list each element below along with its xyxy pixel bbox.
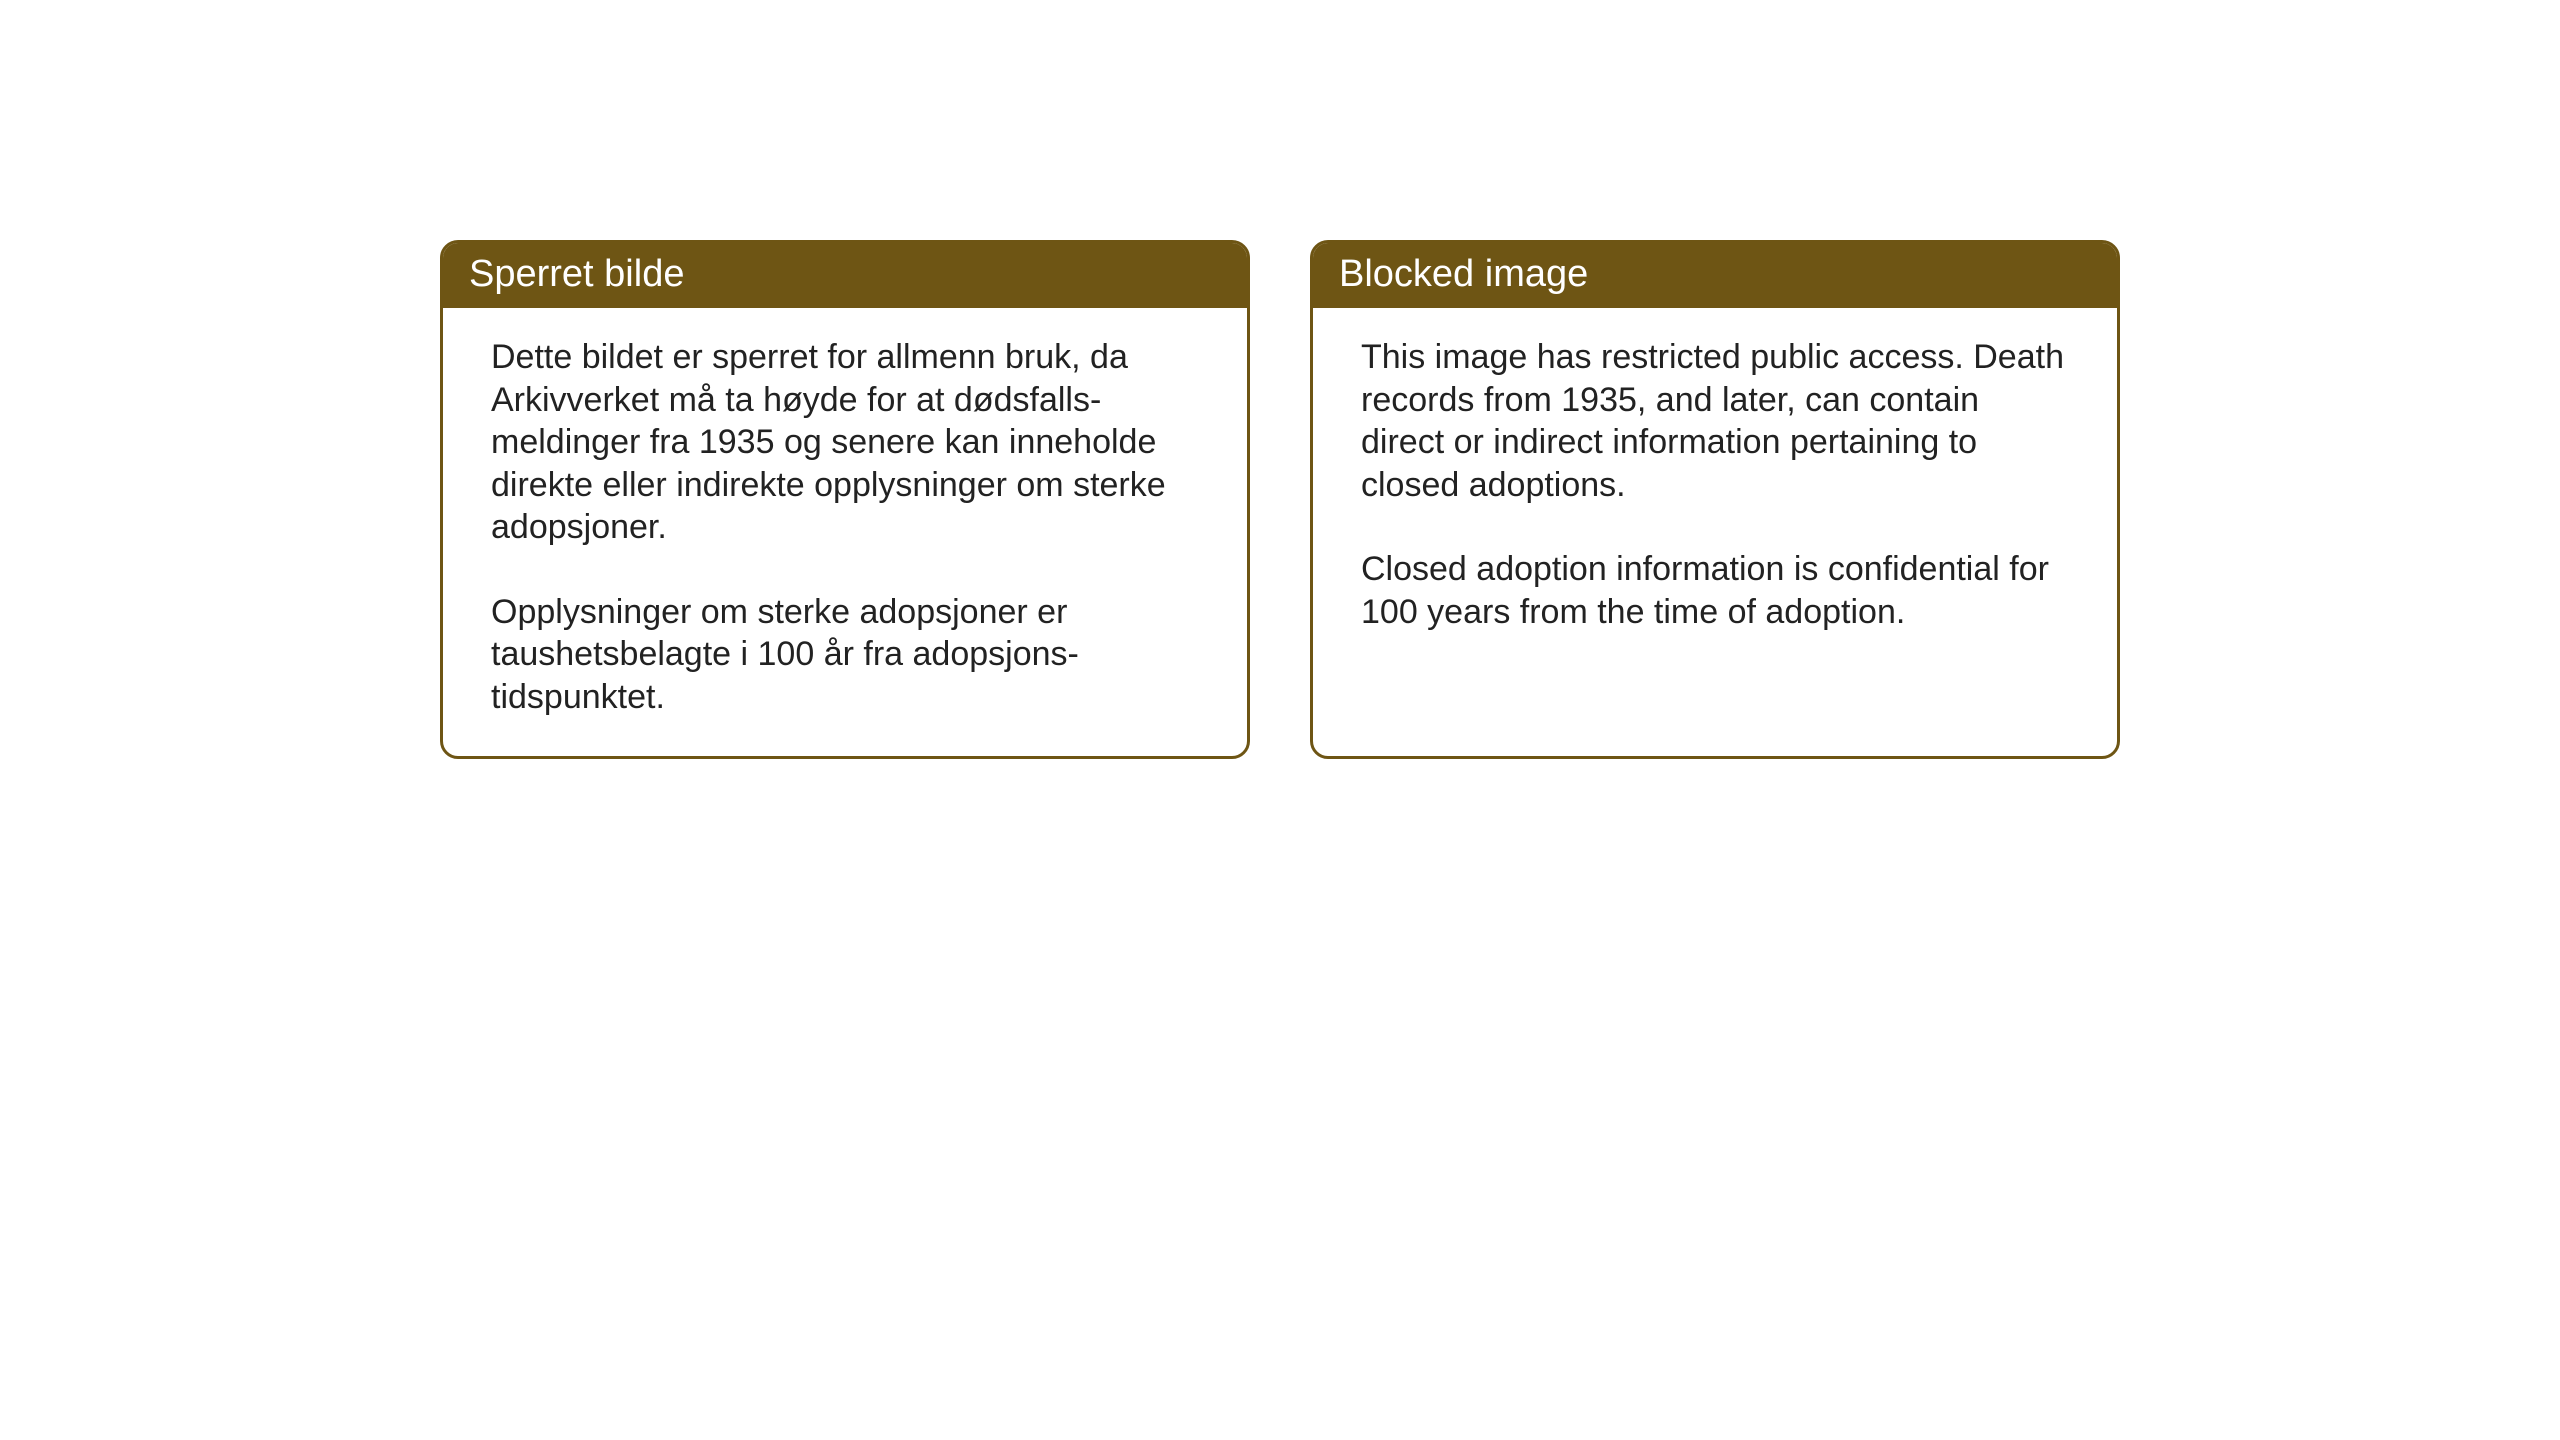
card-paragraph: Opplysninger om sterke adopsjoner er tau…: [491, 591, 1199, 719]
card-header-english: Blocked image: [1313, 243, 2117, 308]
card-body-norwegian: Dette bildet er sperret for allmenn bruk…: [443, 308, 1247, 756]
card-title: Sperret bilde: [469, 253, 684, 295]
card-paragraph: Closed adoption information is confident…: [1361, 548, 2069, 633]
card-paragraph: This image has restricted public access.…: [1361, 336, 2069, 506]
card-header-norwegian: Sperret bilde: [443, 243, 1247, 308]
notice-card-english: Blocked image This image has restricted …: [1310, 240, 2120, 759]
card-title: Blocked image: [1339, 253, 1588, 295]
card-body-english: This image has restricted public access.…: [1313, 308, 2117, 748]
card-paragraph: Dette bildet er sperret for allmenn bruk…: [491, 336, 1199, 549]
notice-cards-container: Sperret bilde Dette bildet er sperret fo…: [440, 240, 2120, 759]
notice-card-norwegian: Sperret bilde Dette bildet er sperret fo…: [440, 240, 1250, 759]
